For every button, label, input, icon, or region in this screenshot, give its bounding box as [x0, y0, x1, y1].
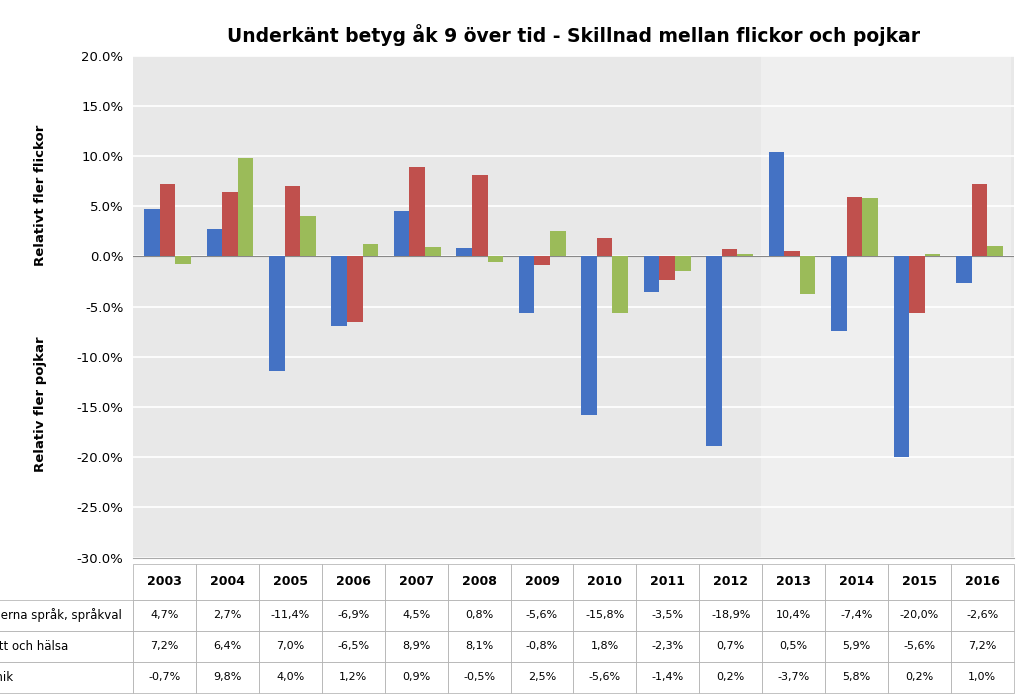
Bar [144, 209, 160, 256]
Bar [761, 56, 1011, 558]
Bar [222, 192, 238, 256]
Bar [410, 167, 425, 256]
Bar [737, 254, 753, 256]
Bar [847, 197, 862, 256]
Bar [675, 256, 690, 270]
Bar [582, 256, 597, 415]
Bar [207, 229, 222, 256]
Bar [612, 256, 628, 313]
Bar [487, 256, 503, 261]
Bar [784, 252, 800, 256]
Text: Relativt fler flickor: Relativt fler flickor [35, 125, 47, 266]
Bar [722, 250, 737, 256]
Bar [425, 247, 440, 256]
Bar [925, 254, 940, 256]
Bar [160, 184, 175, 256]
Bar [831, 256, 847, 331]
Bar [956, 256, 972, 282]
Bar [862, 198, 878, 256]
Bar [535, 256, 550, 265]
Bar [597, 238, 612, 256]
Bar [269, 256, 285, 371]
Bar [972, 184, 987, 256]
Bar [909, 256, 925, 313]
Bar [894, 256, 909, 457]
Bar [800, 256, 815, 293]
Title: Underkänt betyg åk 9 över tid - Skillnad mellan flickor och pojkar: Underkänt betyg åk 9 över tid - Skillnad… [227, 24, 920, 46]
Bar [987, 247, 1002, 256]
Bar [707, 256, 722, 446]
Bar [300, 216, 315, 256]
Bar [238, 158, 253, 256]
Bar [644, 256, 659, 291]
Bar [472, 175, 487, 256]
Bar [769, 152, 784, 256]
Bar [332, 256, 347, 325]
Bar [519, 256, 535, 313]
Bar [347, 256, 362, 322]
Bar [285, 186, 300, 256]
Bar [659, 256, 675, 279]
Bar [550, 231, 565, 256]
Bar [362, 245, 378, 256]
Bar [175, 256, 190, 263]
Bar [457, 248, 472, 256]
Text: Relativ fler pojkar: Relativ fler pojkar [35, 337, 47, 472]
Bar [394, 211, 410, 256]
